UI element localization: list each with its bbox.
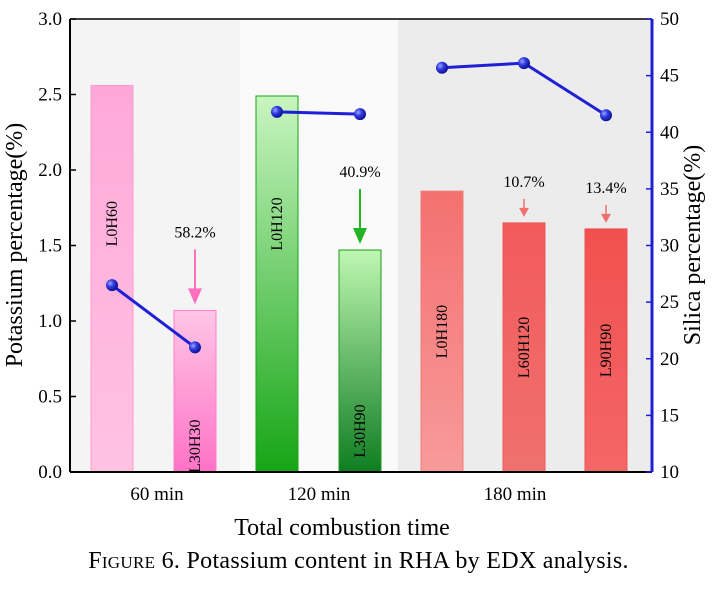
silica-lines	[106, 57, 612, 354]
caption-text: 6. Potassium content in RHA by EDX analy…	[155, 548, 629, 574]
bar-l0h120	[255, 95, 299, 473]
y-tick-label: 3.0	[38, 9, 62, 30]
bar-label-l0h60: L0H60	[104, 201, 121, 246]
silica-line-group-1	[276, 110, 361, 116]
chart: L0H60 L30H30 L0H120 L30H90 L0H180 L60H120 L90H…	[2, 9, 706, 541]
x-category-label-2: 180 min	[484, 484, 547, 505]
reduction-annotations: 58.2% 40.9% 10.7% 13.4%	[174, 164, 627, 305]
y2-tick-label: 20	[660, 349, 679, 370]
silica-point-2-0	[436, 61, 448, 74]
silica-point-2-2	[600, 109, 612, 122]
y-tick-label: 0.5	[38, 387, 62, 408]
y2-tick-label: 25	[660, 292, 679, 313]
y2-axis-title: Silica percentage(%)	[680, 145, 706, 346]
reduction-label-5: 10.7%	[503, 174, 544, 191]
y2-tick-label: 35	[660, 179, 679, 200]
x-category-label-1: 120 min	[288, 484, 351, 505]
x-category-labels: 60 min 120 min 180 min	[130, 484, 547, 505]
y-tick-label: 2.0	[38, 160, 62, 181]
reduction-arrow-head-6	[601, 213, 611, 223]
silica-point-2-1	[518, 57, 530, 70]
y2-tick-label: 40	[660, 122, 679, 143]
bar-label-l60h120: L60H120	[516, 317, 533, 378]
y-axis-title: Potassium percentage(%)	[2, 123, 28, 368]
left-y-ticks: 0.0 0.5 1.0 1.5 2.0 2.5 3.0	[38, 9, 76, 483]
bar-label-l30h30: L30H30	[187, 420, 204, 473]
y2-tick-label: 15	[660, 405, 679, 426]
reduction-label-6: 13.4%	[585, 180, 626, 197]
bar-label-l0h120: L0H120	[269, 197, 286, 250]
figure-caption: Figure 6. Potassium content in RHA by ED…	[0, 548, 717, 575]
x-category-label-0: 60 min	[130, 484, 184, 505]
x-axis-title: Total combustion time	[234, 515, 450, 541]
reduction-arrow-head-3	[353, 228, 367, 245]
y-tick-label: 1.0	[38, 311, 62, 332]
silica-point-0-1	[189, 341, 201, 354]
bar-label-l90h90: L90H90	[598, 324, 615, 377]
y2-tick-label: 45	[660, 66, 679, 87]
reduction-arrow-head-1	[188, 288, 202, 305]
bar-label-l0h180: L0H180	[434, 305, 451, 358]
bar-name-labels: L0H60 L30H30 L0H120 L30H90 L0H180 L60H120 L90H…	[104, 197, 615, 473]
reduction-label-1: 58.2%	[174, 224, 215, 241]
caption-prefix: Figure	[88, 548, 156, 574]
silica-point-1-1	[354, 108, 366, 121]
y-tick-label: 2.5	[38, 85, 62, 106]
right-y-ticks: 10 15 20 25 30 35 40 45 50	[646, 9, 679, 483]
silica-line-group-0	[111, 283, 196, 349]
y2-tick-label: 50	[660, 9, 679, 30]
bar-l0h60	[90, 84, 134, 473]
y2-tick-label: 10	[660, 462, 679, 483]
silica-point-0-0	[106, 279, 118, 292]
bar-label-l30h90: L30H90	[352, 404, 369, 457]
bar-l60h120	[502, 222, 546, 473]
reduction-label-3: 40.9%	[339, 164, 380, 181]
y-tick-label: 0.0	[38, 462, 62, 483]
bar-l90h90	[584, 228, 628, 473]
reduction-arrow-head-5	[519, 207, 529, 217]
y2-tick-label: 30	[660, 236, 679, 257]
y-tick-label: 1.5	[38, 236, 62, 257]
silica-point-1-0	[271, 105, 283, 118]
